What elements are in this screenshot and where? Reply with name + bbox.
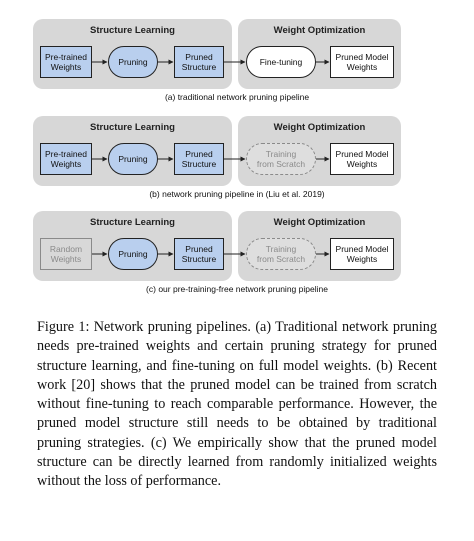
figure-caption: Figure 1: Network pruning pipelines. (a)… bbox=[37, 319, 437, 490]
panel-title: Weight Optimization bbox=[273, 217, 366, 228]
pretrained-weights-node: Pre-trained Weights bbox=[40, 143, 92, 175]
panel-title: Structure Learning bbox=[90, 217, 175, 228]
subcaption-b: (b) network pruning pipeline in (Liu et … bbox=[149, 189, 325, 199]
pruning-node: Pruning bbox=[108, 46, 158, 78]
pruned-model-weights-node: Pruned Model Weights bbox=[330, 143, 394, 175]
panel-title: Structure Learning bbox=[90, 122, 175, 133]
panel-title: Weight Optimization bbox=[273, 122, 366, 133]
fine-tuning-node: Fine-tuning bbox=[246, 46, 316, 78]
pruning-node: Pruning bbox=[108, 143, 158, 175]
pipeline-diagram: Structure Learning Weight Optimization P… bbox=[33, 19, 401, 294]
pruned-structure-node: Pruned Structure bbox=[174, 238, 224, 270]
pretrained-weights-node: Pre-trained Weights bbox=[40, 46, 92, 78]
pruned-model-weights-node: Pruned Model Weights bbox=[330, 46, 394, 78]
pruning-node: Pruning bbox=[108, 238, 158, 270]
subcaption-a: (a) traditional network pruning pipeline bbox=[164, 92, 310, 102]
panel-title: Structure Learning bbox=[90, 25, 175, 36]
subcaption-c: (c) our pre-training-free network prunin… bbox=[146, 284, 328, 294]
flow-arrows bbox=[92, 59, 330, 257]
training-from-scratch-node: Training from Scratch bbox=[246, 238, 316, 270]
random-weights-node: Random Weights bbox=[40, 238, 92, 270]
pruned-structure-node: Pruned Structure bbox=[174, 143, 224, 175]
pruned-structure-node: Pruned Structure bbox=[174, 46, 224, 78]
pruned-model-weights-node: Pruned Model Weights bbox=[330, 238, 394, 270]
training-from-scratch-node: Training from Scratch bbox=[246, 143, 316, 175]
panel-title: Weight Optimization bbox=[273, 25, 366, 36]
